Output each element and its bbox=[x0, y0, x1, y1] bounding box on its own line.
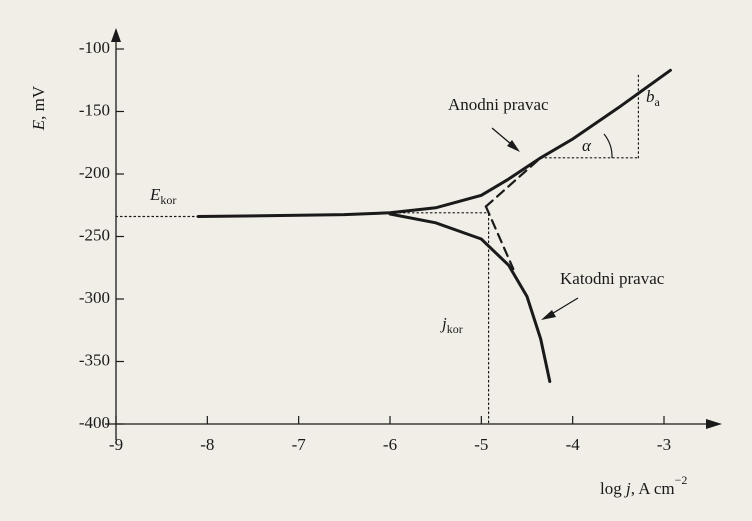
e-kor-sub: kor bbox=[160, 193, 176, 207]
x-label: log j, A cm−2 bbox=[600, 473, 687, 498]
x-unit: , A cm bbox=[631, 479, 675, 498]
b-a-label: ba bbox=[646, 87, 661, 109]
cathodic-arrowhead bbox=[541, 310, 556, 320]
y-tick-label: -250 bbox=[79, 225, 110, 244]
anodic-arrowhead bbox=[507, 140, 520, 152]
j-kor-symbol: j bbox=[440, 314, 447, 333]
x-power: −2 bbox=[675, 473, 688, 487]
x-prefix: log bbox=[600, 479, 626, 498]
x-tick-label: -7 bbox=[292, 435, 307, 454]
x-tick-label: -3 bbox=[657, 435, 671, 454]
y-unit: , mV bbox=[29, 85, 48, 120]
cathodic-label: Katodni pravac bbox=[560, 269, 665, 288]
alpha-arc bbox=[603, 133, 613, 159]
y-tick-label: -300 bbox=[79, 288, 110, 307]
b-a-symbol: b bbox=[646, 87, 655, 106]
x-arrow bbox=[706, 419, 722, 429]
x-tick-label: -4 bbox=[566, 435, 581, 454]
j-kor-label: jkor bbox=[440, 314, 463, 336]
y-tick-label: -400 bbox=[79, 413, 110, 432]
y-tick-label: -200 bbox=[79, 163, 110, 182]
curve-dashed bbox=[484, 156, 542, 208]
anodic-label: Anodni pravac bbox=[448, 95, 549, 114]
marks bbox=[115, 68, 672, 425]
e-kor-symbol: E bbox=[149, 185, 161, 204]
x-tick-label: -9 bbox=[109, 435, 123, 454]
e-kor-label: Ekor bbox=[149, 185, 176, 207]
j-kor-sub: kor bbox=[447, 322, 463, 336]
y-tick-label: -150 bbox=[79, 100, 110, 119]
y-tick-label: -100 bbox=[79, 38, 110, 57]
b-a-sub: a bbox=[655, 95, 661, 109]
y-tick-label: -350 bbox=[79, 350, 110, 369]
y-arrow bbox=[111, 28, 121, 42]
x-tick-label: -6 bbox=[383, 435, 397, 454]
y-symbol: E bbox=[29, 119, 48, 131]
x-tick-label: -5 bbox=[474, 435, 488, 454]
alpha-label: α bbox=[582, 136, 592, 155]
x-symbol: j bbox=[624, 479, 631, 498]
curve-solid bbox=[196, 68, 672, 218]
x-tick-label: -8 bbox=[200, 435, 214, 454]
curve-solid bbox=[388, 212, 552, 383]
y-label: E, mV bbox=[29, 85, 48, 131]
curve-dashed bbox=[484, 205, 515, 271]
